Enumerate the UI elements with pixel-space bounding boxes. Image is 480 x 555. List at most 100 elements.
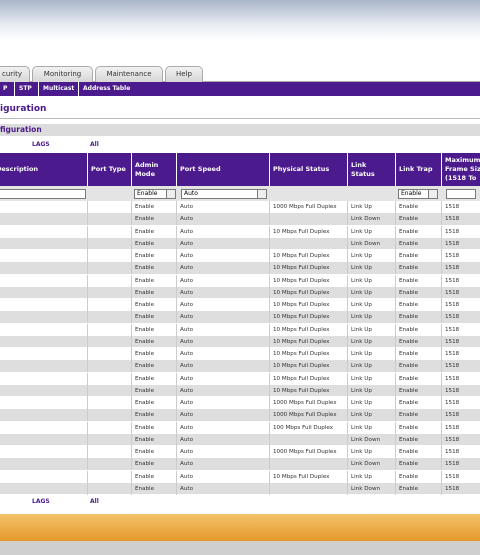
cell: 10 Mbps Full Duplex [270, 372, 348, 385]
filter-link[interactable]: LAGS [32, 141, 50, 148]
cell: Enable [396, 335, 442, 348]
cell: 1518 [442, 287, 480, 299]
cell: Link Up [348, 225, 396, 238]
cell: Enable [132, 360, 177, 373]
cell: Enable [396, 225, 442, 238]
cell: Auto [177, 397, 270, 410]
cell: Enable [396, 421, 442, 434]
cell: 1518 [442, 458, 480, 470]
table-row [0, 482, 480, 495]
dropdown-arrow [257, 190, 266, 198]
cell: Enable [396, 213, 442, 226]
cell [0, 421, 88, 434]
cell: Enable [132, 348, 177, 361]
admin-mode-select[interactable]: Enable [134, 189, 176, 199]
cell: 10 Mbps Full Duplex [270, 323, 348, 336]
cell [88, 348, 132, 361]
cell: 10 Mbps Full Duplex [270, 311, 348, 324]
cell: Link Up [348, 299, 396, 312]
table-row [0, 237, 480, 250]
filter-link[interactable]: All [90, 141, 99, 148]
table-row [0, 384, 480, 397]
cell: Link Up [348, 311, 396, 324]
nav-bar [0, 82, 480, 96]
cell: 1518 [442, 201, 480, 213]
cell: Enable [132, 262, 177, 275]
nav-link[interactable]: P [3, 85, 8, 92]
tab[interactable]: Help [165, 66, 203, 82]
table-row [0, 250, 480, 263]
cell [88, 470, 132, 483]
cell: 1518 [442, 336, 480, 348]
cell: Enable [132, 446, 177, 459]
table-row [0, 433, 480, 446]
cell: Link Up [348, 384, 396, 397]
cell: Auto [177, 384, 270, 397]
cell: 1518 [442, 360, 480, 372]
filter-link[interactable]: All [90, 498, 99, 505]
cell: Link Up [348, 360, 396, 373]
cell: Link Down [348, 458, 396, 471]
cell: Enable [132, 213, 177, 226]
cell: Enable [132, 323, 177, 336]
cell [88, 360, 132, 373]
heading: iguration [0, 104, 47, 114]
cell: Auto [177, 409, 270, 422]
table-row [0, 348, 480, 361]
cell: 1518 [442, 373, 480, 385]
cell: Auto [177, 348, 270, 361]
port-speed-select[interactable]: Auto [181, 189, 267, 199]
cell: 1518 [442, 250, 480, 262]
cell: Link Down [348, 482, 396, 495]
cell: Enable [132, 372, 177, 385]
cell [0, 286, 88, 299]
tab[interactable]: Maintenance [95, 66, 163, 82]
cell [88, 225, 132, 238]
tab[interactable]: Monitoring [32, 66, 93, 82]
link-trap-select[interactable]: Enable [398, 189, 438, 199]
cell: 10 Mbps Full Duplex [270, 360, 348, 373]
cell [0, 384, 88, 397]
cell: 10 Mbps Full Duplex [270, 348, 348, 361]
cell: 1518 [442, 434, 480, 446]
cell [0, 482, 88, 495]
table-row [0, 274, 480, 287]
cell: 1518 [442, 299, 480, 311]
dropdown-arrow [428, 190, 437, 198]
cell [88, 421, 132, 434]
nav-link[interactable]: STP [14, 82, 32, 96]
cell [88, 335, 132, 348]
column-header: Maximum Frame Size (1518 To [442, 153, 480, 186]
column-header: Description [0, 153, 88, 186]
cell: Enable [396, 470, 442, 483]
cell: Enable [396, 237, 442, 250]
cell: Link Up [348, 409, 396, 422]
cell: Enable [396, 262, 442, 275]
cell: 1518 [442, 483, 480, 495]
cell: 1518 [442, 446, 480, 458]
cell [88, 262, 132, 275]
text-input[interactable] [0, 189, 86, 199]
column-header: Port Type [88, 153, 132, 186]
cell: Link Down [348, 433, 396, 446]
nav-link[interactable]: Multicast [38, 82, 74, 96]
cell: 10 Mbps Full Duplex [270, 250, 348, 263]
cell: 10 Mbps Full Duplex [270, 225, 348, 238]
cell [0, 274, 88, 287]
table-row [0, 470, 480, 483]
filter-link[interactable]: LAGS [32, 498, 50, 505]
footer-bar [0, 514, 480, 541]
cell [0, 311, 88, 324]
cell [0, 446, 88, 459]
cell: Enable [396, 397, 442, 410]
cell [88, 372, 132, 385]
section-title: figuration [0, 125, 42, 134]
cell: 1518 [442, 311, 480, 323]
tab[interactable]: curity [0, 66, 30, 82]
text-input[interactable] [446, 189, 476, 199]
cell [88, 237, 132, 250]
cell [88, 213, 132, 226]
nav-link[interactable]: Address Table [78, 82, 130, 96]
tab-line [0, 81, 480, 82]
